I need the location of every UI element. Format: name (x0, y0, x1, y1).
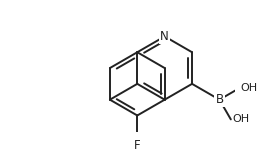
Text: OH: OH (241, 83, 258, 93)
Text: B: B (215, 93, 223, 106)
Text: OH: OH (232, 114, 250, 124)
Text: F: F (134, 139, 141, 152)
Text: N: N (160, 30, 169, 43)
